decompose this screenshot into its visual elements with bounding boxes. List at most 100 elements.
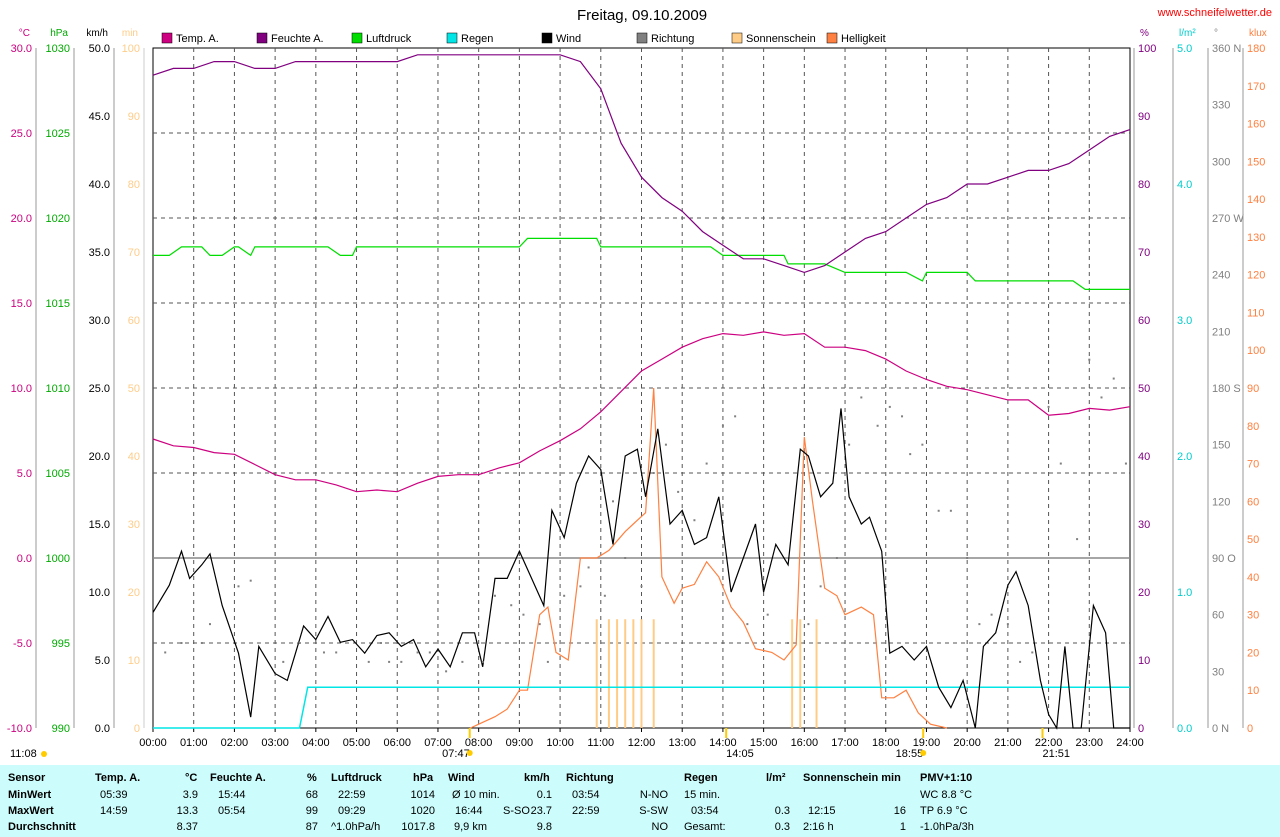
direction-point [876,424,879,427]
legend-swatch [731,32,743,44]
direction-point [909,453,912,456]
axis-tick-label: 1015 [46,298,70,310]
x-tick-label: 23:00 [1076,737,1104,749]
axis-tick-label: 210 [1212,326,1230,338]
direction-point [164,651,167,654]
axis-tick-label: 0 [134,723,140,735]
x-tick-label: 03:00 [261,737,289,749]
sunset-icon [920,750,927,756]
axis-tick-label: 180 S [1212,383,1241,395]
axis-tick-label: 10 [128,655,140,667]
axis-tick-label: 10 [1138,655,1150,667]
marker-21-label: 21:51 [1042,748,1070,760]
direction-point [1059,462,1062,465]
axis-tick-label: 70 [128,247,140,259]
axis-tick-label: 70 [1138,247,1150,259]
legend-swatch [256,32,268,44]
direction-point [522,613,525,616]
stats-cell: 22:59 [572,805,600,817]
axis-tick-label: 150 [1212,440,1230,452]
axis-tick-label: 20 [128,587,140,599]
rain-line [153,686,1130,729]
stats-cell: S-SW [639,805,668,817]
direction-point [1031,651,1034,654]
axis-tick-label: 35.0 [89,247,110,259]
axis-tick-label: 160 [1247,119,1265,131]
stats-cell: 0.1 [536,789,552,801]
x-tick-label: 11:00 [587,737,614,749]
weather-chart: Freitag, 09.10.2009 www.schneifelwetter.… [7,7,1272,760]
direction-point [388,660,391,663]
direction-point [787,642,790,644]
stats-cell: 05:54 [218,805,246,817]
axis-tick-label: 10.0 [11,383,32,395]
stats-cell: 03:54 [572,789,600,801]
x-tick-label: 20:00 [953,737,981,749]
website-link[interactable]: www.schneifelwetter.de [1157,7,1272,19]
axis-tick-label: 0.0 [17,553,32,565]
stats-hum-header: Feuchte A. [210,772,266,784]
stats-sensor-header: Sensor [8,772,46,784]
direction-point [1019,660,1022,663]
moonrise-label: 11:08 [10,748,37,760]
legend-swatch [541,32,553,44]
direction-point [705,462,708,465]
axis-tick-label: 30 [1247,610,1259,622]
legend: Temp. A. Feuchte A. Luftdruck Regen Wind Rich… [161,32,886,45]
stats-cell: S-SO [503,805,530,817]
axis-tick-label: 90 [128,111,140,123]
direction-point [208,623,211,626]
direction-point [819,585,822,588]
x-tick-label: 00:00 [139,737,167,749]
direction-point [848,443,851,446]
sun-markers: 11:08 07:47 18:55 14:05 21:51 [10,728,1070,760]
x-tick-label: 16:00 [791,737,819,749]
stats-cell: 15 min. [684,789,721,801]
axis-tick-label: 0 [1138,723,1144,735]
stats-press-header: Luftdruck [331,772,382,784]
direction-point [587,566,590,569]
axis-tick-label: 60 [1247,496,1259,508]
direction-point [746,623,749,626]
stats-pmv-header: PMV+1:10 [920,772,973,784]
axis-tick-label: 30.0 [89,315,110,327]
x-tick-label: 14:00 [709,737,737,749]
direction-point [400,660,403,663]
x-tick-label: 07:00 [424,737,452,749]
axis-tick-label: 270 W [1212,213,1244,225]
axis-tick-label: 130 [1247,232,1265,244]
direction-point [546,660,549,663]
axis-tick-label: 5.0 [1177,43,1192,55]
direction-point [1047,405,1050,408]
sunrise-label: 07:47 [442,748,470,760]
legend-swatch [161,32,173,44]
axis-tick-label: 140 [1247,194,1265,206]
stats-cell: ^1.0hPa/h [331,821,381,833]
stats-rain-header: Regen [684,772,718,784]
stats-temp-unit: °C [185,772,198,784]
sunset-label: 18:55 [896,748,924,760]
stats-cell: 87 [305,821,318,833]
stats-cell: 1017.8 [401,821,435,833]
axis-tick-label: 1005 [46,468,70,480]
stats-cell: NO [651,821,669,833]
axis-tick-label: 100 [1247,345,1265,357]
axis-tick-label: 15.0 [11,298,32,310]
stats-cell: 1 [899,821,906,833]
legend-swatch [636,32,648,44]
stats-sun-header: Sonnenschein min [803,772,901,784]
direction-point [1088,358,1091,361]
direction-point [237,585,240,588]
axis-tick-label: 1000 [46,553,70,565]
axis-tick-label: 60 [128,315,140,327]
axis-tick-label: 300 [1212,156,1230,168]
stats-cell: WC 8.8 °C [920,789,973,801]
stats-row-label: MaxWert [8,805,54,817]
direction-point [538,623,541,626]
stats-cell: TP 6.9 °C [920,805,968,817]
stats-wind-header: Wind [448,772,475,784]
direction-point [298,642,301,644]
direction-point [766,613,769,616]
direction-point [921,443,924,446]
x-tick-label: 17:00 [831,737,859,749]
